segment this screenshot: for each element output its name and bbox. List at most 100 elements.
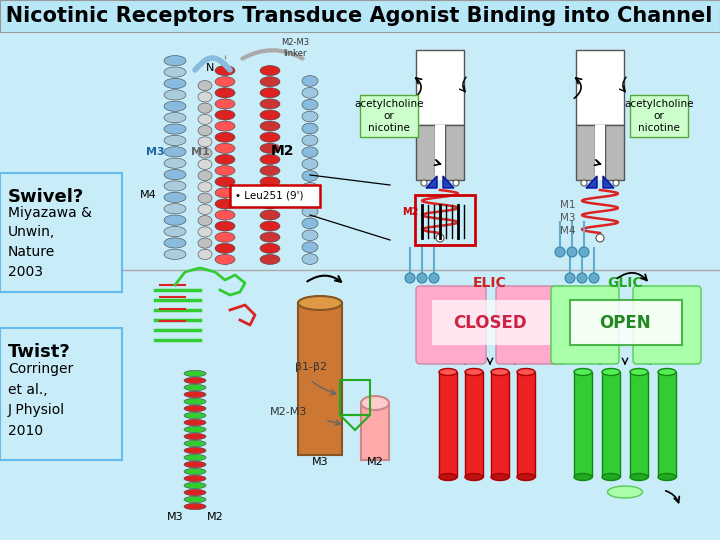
Bar [120, 32, 350, 267]
Ellipse shape [198, 238, 212, 248]
Ellipse shape [164, 170, 186, 180]
Text: How do Nicotinic Receptors Transduce Agonist Binding into Channel Gating?: How do Nicotinic Receptors Transduce Ago… [0, 6, 720, 26]
Bar [630, 372, 648, 477]
Ellipse shape [215, 244, 235, 253]
Bar [576, 50, 624, 125]
Ellipse shape [302, 194, 318, 205]
Text: M2: M2 [207, 512, 223, 522]
Text: M1: M1 [191, 147, 210, 157]
Ellipse shape [198, 137, 212, 147]
Text: Miyazawa &
Unwin,
Nature
2003: Miyazawa & Unwin, Nature 2003 [8, 206, 92, 279]
Ellipse shape [164, 78, 186, 89]
Ellipse shape [198, 182, 212, 192]
Ellipse shape [260, 65, 280, 76]
Ellipse shape [198, 159, 212, 170]
Bar [435, 125, 445, 180]
Circle shape [405, 273, 415, 283]
Text: M3: M3 [145, 147, 164, 157]
Ellipse shape [198, 249, 212, 259]
Ellipse shape [215, 65, 235, 76]
Ellipse shape [198, 227, 212, 237]
Ellipse shape [630, 368, 648, 375]
Ellipse shape [260, 244, 280, 253]
Ellipse shape [184, 392, 206, 397]
Ellipse shape [215, 188, 235, 198]
Ellipse shape [302, 99, 318, 110]
Ellipse shape [658, 474, 676, 481]
Ellipse shape [198, 126, 212, 136]
Ellipse shape [184, 482, 206, 489]
Ellipse shape [164, 192, 186, 202]
Circle shape [453, 180, 459, 186]
Ellipse shape [198, 80, 212, 91]
Bar [0, 0, 720, 32]
Text: • Leu251 (9'): • Leu251 (9') [235, 191, 304, 201]
Text: M2: M2 [402, 207, 418, 217]
Bar [602, 372, 620, 477]
Ellipse shape [215, 88, 235, 98]
Ellipse shape [260, 154, 280, 165]
Ellipse shape [215, 254, 235, 265]
Text: M2-M3: M2-M3 [270, 407, 307, 417]
Ellipse shape [215, 77, 235, 86]
Ellipse shape [260, 210, 280, 220]
Ellipse shape [198, 114, 212, 124]
Polygon shape [603, 176, 614, 188]
Ellipse shape [630, 474, 648, 481]
Ellipse shape [164, 158, 186, 168]
Ellipse shape [164, 90, 186, 100]
Ellipse shape [658, 368, 676, 375]
FancyArrowPatch shape [243, 50, 302, 59]
Ellipse shape [302, 206, 318, 217]
Bar [416, 125, 435, 180]
Bar [445, 125, 464, 180]
Bar [517, 372, 535, 477]
Ellipse shape [184, 427, 206, 433]
Ellipse shape [465, 368, 483, 375]
Ellipse shape [184, 420, 206, 426]
Ellipse shape [302, 171, 318, 181]
Ellipse shape [215, 132, 235, 142]
Ellipse shape [298, 296, 342, 310]
Ellipse shape [184, 370, 206, 377]
Ellipse shape [608, 486, 642, 498]
FancyBboxPatch shape [416, 286, 486, 364]
Ellipse shape [491, 474, 509, 481]
FancyBboxPatch shape [496, 286, 566, 364]
Ellipse shape [198, 193, 212, 203]
Ellipse shape [164, 56, 186, 66]
Text: OPEN: OPEN [599, 314, 651, 332]
Text: M4: M4 [140, 190, 156, 200]
Ellipse shape [517, 368, 535, 375]
Ellipse shape [164, 215, 186, 225]
Ellipse shape [302, 218, 318, 229]
Ellipse shape [260, 88, 280, 98]
Bar [630, 95, 688, 137]
Ellipse shape [184, 377, 206, 383]
FancyBboxPatch shape [0, 328, 122, 460]
Ellipse shape [184, 489, 206, 496]
Ellipse shape [302, 159, 318, 170]
Circle shape [429, 273, 439, 283]
Circle shape [577, 273, 587, 283]
Ellipse shape [215, 210, 235, 220]
Ellipse shape [260, 221, 280, 231]
Ellipse shape [198, 103, 212, 113]
Bar [432, 300, 550, 345]
Text: acetylcholine
or
nicotine: acetylcholine or nicotine [354, 99, 424, 133]
Ellipse shape [164, 204, 186, 214]
Ellipse shape [260, 110, 280, 120]
Ellipse shape [260, 99, 280, 109]
Ellipse shape [215, 199, 235, 209]
Bar [340, 380, 370, 415]
Ellipse shape [164, 226, 186, 237]
Bar [574, 372, 592, 477]
Ellipse shape [215, 121, 235, 131]
Ellipse shape [184, 468, 206, 475]
Ellipse shape [574, 474, 592, 481]
Bar [595, 125, 605, 180]
Ellipse shape [574, 368, 592, 375]
Bar [230, 185, 320, 207]
Ellipse shape [215, 99, 235, 109]
Polygon shape [426, 176, 437, 188]
